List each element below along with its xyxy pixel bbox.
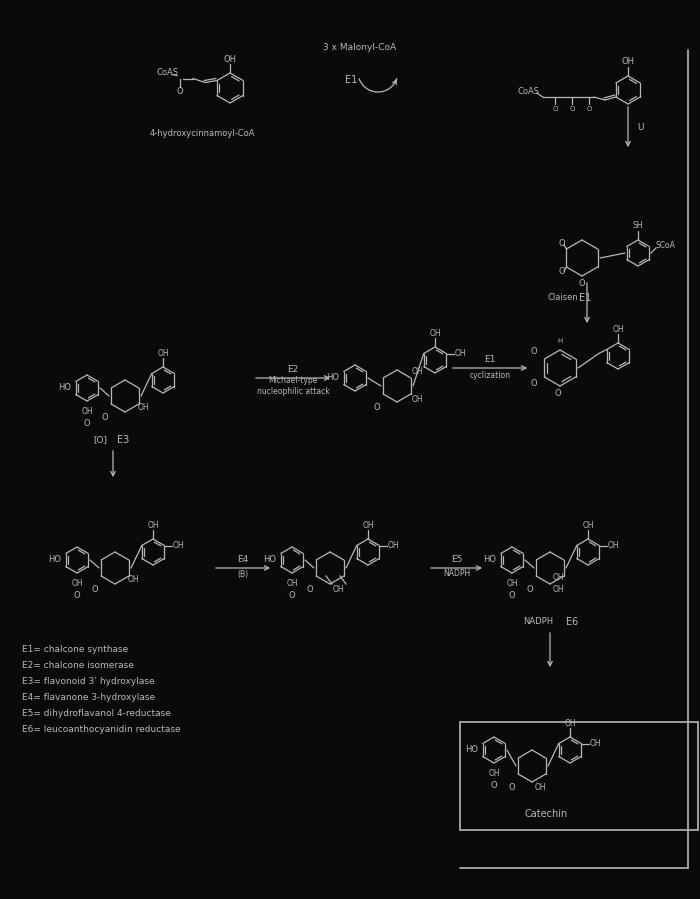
Text: OH: OH bbox=[286, 580, 297, 589]
Text: O: O bbox=[586, 106, 592, 112]
Text: E1: E1 bbox=[579, 293, 591, 303]
Text: O: O bbox=[526, 585, 533, 594]
Text: E2: E2 bbox=[288, 366, 299, 375]
Text: O: O bbox=[509, 591, 515, 600]
Text: Catechin: Catechin bbox=[524, 809, 568, 819]
Text: OH: OH bbox=[411, 396, 423, 405]
Text: OH: OH bbox=[71, 580, 83, 589]
Text: O: O bbox=[84, 419, 90, 428]
Text: Michael-type
nucleophilic attack: Michael-type nucleophilic attack bbox=[257, 377, 330, 396]
Text: OH: OH bbox=[81, 407, 93, 416]
Text: O: O bbox=[509, 784, 515, 793]
Text: E3: E3 bbox=[117, 435, 129, 445]
Text: HO: HO bbox=[483, 556, 496, 565]
Text: O: O bbox=[176, 87, 183, 96]
Text: O: O bbox=[74, 591, 80, 600]
Text: SCoA: SCoA bbox=[655, 241, 675, 250]
Text: Claisen: Claisen bbox=[548, 293, 579, 302]
Text: 3 x Malonyl-CoA: 3 x Malonyl-CoA bbox=[323, 42, 397, 51]
Text: E1: E1 bbox=[484, 355, 496, 364]
Text: (B): (B) bbox=[237, 569, 248, 578]
Text: OH: OH bbox=[582, 521, 594, 530]
Text: HO: HO bbox=[326, 373, 339, 382]
Text: NADPH: NADPH bbox=[443, 569, 470, 578]
Text: O: O bbox=[552, 106, 558, 112]
Text: OH: OH bbox=[387, 541, 399, 550]
Text: O: O bbox=[531, 379, 538, 388]
Text: O: O bbox=[288, 591, 295, 600]
Text: OH: OH bbox=[552, 574, 564, 583]
Text: OH: OH bbox=[429, 328, 441, 337]
Text: OH: OH bbox=[411, 368, 423, 377]
Text: OH: OH bbox=[223, 55, 237, 64]
Text: U: U bbox=[637, 122, 643, 131]
Text: E5= dihydroflavanol 4-reductase: E5= dihydroflavanol 4-reductase bbox=[22, 709, 171, 718]
Text: O: O bbox=[491, 780, 497, 789]
Text: O: O bbox=[92, 585, 98, 594]
Text: E1: E1 bbox=[345, 75, 357, 85]
Text: OH: OH bbox=[158, 349, 169, 358]
Text: E4= flavanone 3-hydroxylase: E4= flavanone 3-hydroxylase bbox=[22, 693, 155, 702]
Text: O: O bbox=[559, 239, 566, 248]
Text: OH: OH bbox=[362, 521, 374, 530]
Text: OH: OH bbox=[622, 57, 634, 66]
Text: O: O bbox=[531, 348, 538, 357]
Text: E1= chalcone synthase: E1= chalcone synthase bbox=[22, 645, 128, 654]
Text: NADPH: NADPH bbox=[523, 618, 553, 627]
Text: OH: OH bbox=[608, 541, 619, 550]
Text: HO: HO bbox=[263, 556, 276, 565]
Text: OH: OH bbox=[534, 784, 546, 793]
Text: H: H bbox=[557, 338, 563, 344]
Text: O: O bbox=[559, 268, 566, 277]
Text: OH: OH bbox=[612, 325, 624, 334]
Text: E3= flavonoid 3’ hydroxylase: E3= flavonoid 3’ hydroxylase bbox=[22, 678, 155, 687]
Text: O: O bbox=[554, 388, 561, 397]
Text: HO: HO bbox=[48, 556, 61, 565]
Text: OH: OH bbox=[589, 739, 601, 748]
Text: O: O bbox=[102, 414, 108, 423]
Text: OH: OH bbox=[172, 541, 184, 550]
Text: OH: OH bbox=[147, 521, 159, 530]
Text: E4: E4 bbox=[237, 556, 248, 565]
Text: CoAS: CoAS bbox=[156, 68, 178, 77]
Text: OH: OH bbox=[488, 770, 500, 779]
Text: cyclization: cyclization bbox=[470, 371, 510, 380]
Text: OH: OH bbox=[332, 585, 344, 594]
Text: E6= leucoanthocyanidin reductase: E6= leucoanthocyanidin reductase bbox=[22, 725, 181, 734]
Text: E5: E5 bbox=[451, 556, 462, 565]
Text: 4-hydroxycinnamoyl-CoA: 4-hydroxycinnamoyl-CoA bbox=[149, 129, 255, 138]
Text: OH: OH bbox=[127, 575, 139, 584]
Text: OH: OH bbox=[564, 718, 576, 727]
Text: OH: OH bbox=[137, 404, 149, 413]
Bar bbox=[460, 722, 698, 830]
Text: OH: OH bbox=[454, 349, 466, 358]
Text: O: O bbox=[307, 585, 314, 594]
Text: O: O bbox=[374, 404, 380, 413]
Text: HO: HO bbox=[58, 384, 71, 393]
Text: O: O bbox=[579, 280, 585, 289]
Text: O: O bbox=[569, 106, 575, 112]
Text: [O]: [O] bbox=[93, 435, 107, 444]
Text: CoAS: CoAS bbox=[518, 87, 540, 96]
Text: SH: SH bbox=[633, 221, 643, 230]
Text: E2= chalcone isomerase: E2= chalcone isomerase bbox=[22, 662, 134, 671]
Text: HO: HO bbox=[465, 745, 478, 754]
Text: OH: OH bbox=[552, 585, 564, 594]
Text: E6: E6 bbox=[566, 617, 578, 627]
Text: OH: OH bbox=[506, 580, 518, 589]
